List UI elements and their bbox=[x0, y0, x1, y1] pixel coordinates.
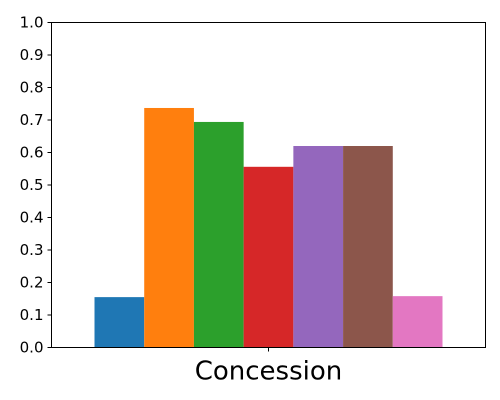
x-axis: Concession bbox=[195, 347, 343, 387]
y-tick-label: 0.5 bbox=[20, 176, 44, 194]
bar-series-4 bbox=[243, 166, 294, 348]
bars-group bbox=[94, 107, 443, 348]
bar-series-6 bbox=[343, 146, 393, 348]
y-tick-label: 0.3 bbox=[20, 241, 44, 259]
y-tick-label: 0.9 bbox=[20, 46, 44, 64]
x-category-label: Concession bbox=[195, 357, 343, 387]
bar-series-3 bbox=[193, 121, 244, 348]
bar-series-1 bbox=[94, 297, 145, 348]
bar-series-2 bbox=[144, 107, 194, 348]
y-tick-label: 0.0 bbox=[20, 339, 44, 357]
y-tick-label: 0.4 bbox=[20, 209, 44, 227]
bar-series-7 bbox=[392, 296, 443, 348]
y-tick-label: 0.6 bbox=[20, 144, 44, 162]
bar-series-5 bbox=[293, 146, 344, 348]
y-tick-label: 1.0 bbox=[20, 14, 44, 32]
y-tick-label: 0.1 bbox=[20, 306, 44, 324]
y-axis: 0.0 0.1 0.2 0.3 0.4 0.5 0.6 0.7 0.8 0.9 1.0 bbox=[20, 14, 52, 357]
y-tick-label: 0.7 bbox=[20, 111, 44, 129]
y-tick-label: 0.8 bbox=[20, 79, 44, 97]
y-tick-label: 0.2 bbox=[20, 274, 44, 292]
